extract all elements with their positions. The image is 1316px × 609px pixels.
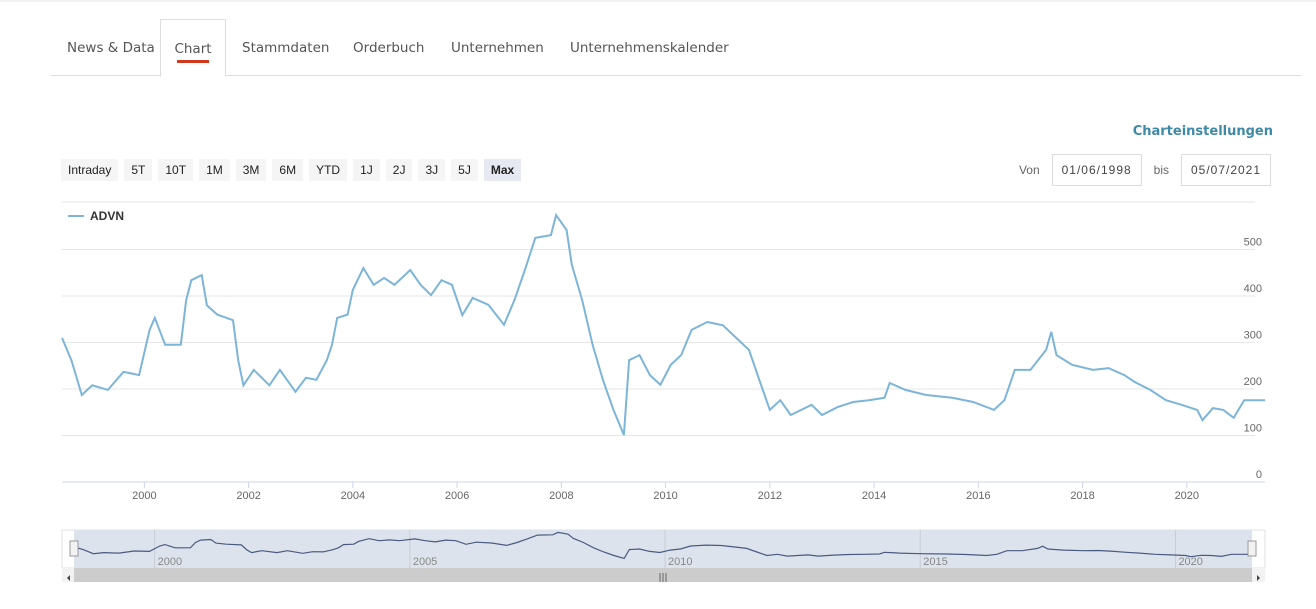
range-button-3m[interactable]: 3M: [235, 159, 267, 181]
range-button-2j[interactable]: 2J: [385, 159, 413, 181]
range-button-3j[interactable]: 3J: [418, 159, 446, 181]
y-tick-label: 400: [1244, 283, 1262, 295]
range-selector: Intraday 5T 10T 1M 3M 6M YTD 1J 2J 3J 5J Max: [61, 159, 522, 181]
x-tick-label: 2006: [445, 490, 469, 502]
navigator-tick-label: 2005: [413, 556, 437, 568]
x-tick-label: 2010: [653, 490, 677, 502]
top-divider: [0, 0, 1316, 2]
range-button-1j[interactable]: 1J: [353, 159, 380, 181]
tab-chart[interactable]: Chart: [160, 19, 226, 77]
range-button-5t[interactable]: 5T: [124, 159, 153, 181]
date-to-input[interactable]: 05/07/2021: [1181, 154, 1271, 186]
tab-chart-label: Chart: [174, 41, 212, 57]
tab-unternehmen[interactable]: Unternehmen: [451, 40, 544, 56]
range-button-1m[interactable]: 1M: [199, 159, 230, 181]
legend-item-advn[interactable]: ADVN: [68, 209, 124, 223]
x-tick-label: 2012: [758, 490, 782, 502]
navigator-handle-left[interactable]: [69, 540, 79, 557]
navigator-series: [73, 531, 1252, 560]
navigator-tick-label: 2000: [158, 556, 182, 568]
tab-bar: News & Data Chart Stammdaten Orderbuch U…: [51, 19, 1301, 77]
x-tick-label: 2020: [1175, 490, 1199, 502]
navigator-tick-label: 2010: [668, 556, 692, 568]
x-tick-label: 2008: [549, 490, 573, 502]
tab-news-data[interactable]: News & Data: [67, 40, 155, 56]
y-tick-label: 500: [1244, 237, 1262, 249]
legend-swatch: [68, 215, 84, 217]
legend-label: ADVN: [90, 209, 125, 223]
range-button-10t[interactable]: 10T: [158, 159, 194, 181]
tab-orderbuch[interactable]: Orderbuch: [353, 40, 425, 56]
range-button-intraday[interactable]: Intraday: [61, 159, 119, 181]
date-from-input[interactable]: 01/06/1998: [1051, 154, 1142, 186]
scrollbar-grip-icon: [659, 573, 667, 582]
range-button-6m[interactable]: 6M: [272, 159, 304, 181]
tab-unternehmenskalender[interactable]: Unternehmenskalender: [570, 40, 729, 56]
y-tick-label: 0: [1256, 469, 1262, 481]
date-range: Von 01/06/1998 bis 05/07/2021: [1019, 154, 1271, 186]
navigator-handle-right[interactable]: [1247, 540, 1257, 557]
navigator-tick-label: 2015: [923, 556, 947, 568]
range-button-max[interactable]: Max: [483, 159, 522, 181]
y-tick-label: 300: [1244, 330, 1262, 342]
y-tick-label: 200: [1244, 376, 1262, 388]
navigator-tick-label: 2020: [1178, 556, 1202, 568]
x-tick-label: 2014: [862, 490, 886, 502]
x-tick-label: 2002: [236, 490, 260, 502]
scroll-right-arrow-icon[interactable]: [1257, 575, 1260, 581]
x-tick-label: 2018: [1070, 490, 1094, 502]
range-button-ytd[interactable]: YTD: [309, 159, 348, 181]
range-button-5j[interactable]: 5J: [451, 159, 478, 181]
series-line-advn: [61, 212, 1265, 436]
x-tick-label: 2000: [132, 490, 156, 502]
to-label: bis: [1153, 163, 1169, 177]
x-tick-label: 2004: [341, 490, 365, 502]
navigator-mask: [74, 530, 1252, 568]
tab-stammdaten[interactable]: Stammdaten: [242, 40, 330, 56]
chart-settings-link[interactable]: Charteinstellungen: [1132, 124, 1273, 139]
y-tick-label: 100: [1244, 423, 1262, 435]
x-tick-label: 2016: [966, 490, 990, 502]
active-tab-underline: [177, 60, 209, 63]
scroll-left-arrow-icon[interactable]: [67, 575, 70, 581]
from-label: Von: [1018, 163, 1040, 177]
